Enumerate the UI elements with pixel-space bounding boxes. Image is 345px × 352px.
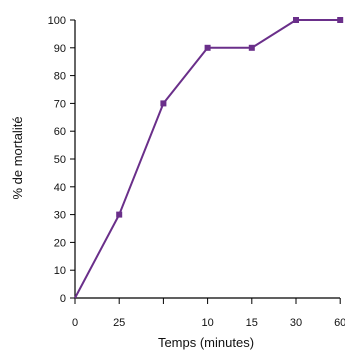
y-tick-label: 10 bbox=[54, 265, 66, 277]
x-axis-title: Temps (minutes) bbox=[158, 335, 254, 350]
series-line bbox=[74, 19, 341, 299]
series bbox=[74, 17, 344, 299]
data-point-marker bbox=[204, 44, 211, 51]
y-tick-label: 60 bbox=[54, 126, 66, 138]
y-tick-label: 20 bbox=[54, 237, 66, 249]
y-tick-label: 80 bbox=[54, 71, 66, 83]
y-axis-title: % de mortalité bbox=[10, 116, 25, 199]
y-tick-label: 50 bbox=[54, 154, 66, 166]
x-tick-label: 30 bbox=[290, 317, 302, 329]
y-tick-label: 90 bbox=[54, 43, 66, 55]
x-tick-label: 60 bbox=[334, 317, 345, 329]
x-axis-ticks: 0 25 10 15 30 60 bbox=[72, 298, 345, 329]
y-tick-label: 70 bbox=[54, 98, 66, 110]
x-tick-label: 0 bbox=[72, 317, 78, 329]
x-tick-label: 25 bbox=[113, 317, 125, 329]
x-tick-label: 15 bbox=[246, 317, 258, 329]
data-point-marker bbox=[293, 17, 299, 23]
y-tick-label: 100 bbox=[48, 15, 66, 27]
data-point-marker bbox=[116, 211, 123, 218]
y-tick-label: 0 bbox=[60, 293, 66, 305]
data-point-marker bbox=[337, 17, 344, 23]
y-tick-label: 40 bbox=[54, 182, 66, 194]
axes bbox=[74, 20, 340, 299]
x-tick-label: 10 bbox=[201, 317, 213, 329]
data-point-marker bbox=[160, 100, 167, 107]
y-tick-label: 30 bbox=[54, 210, 66, 222]
y-axis-ticks: 0 10 20 30 40 50 60 70 80 90 100 bbox=[48, 15, 75, 305]
data-point-marker bbox=[248, 44, 255, 51]
